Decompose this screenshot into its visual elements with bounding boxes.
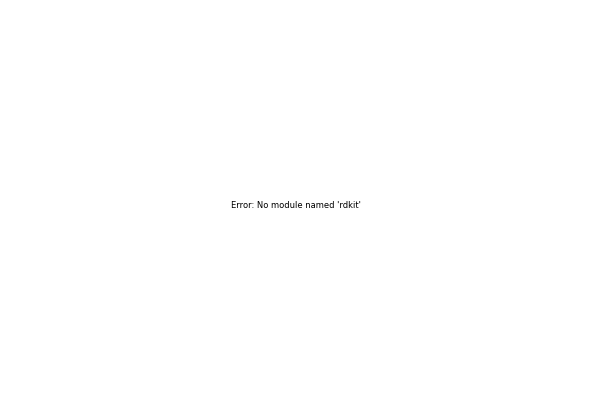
Text: Error: No module named 'rdkit': Error: No module named 'rdkit' xyxy=(231,201,361,211)
